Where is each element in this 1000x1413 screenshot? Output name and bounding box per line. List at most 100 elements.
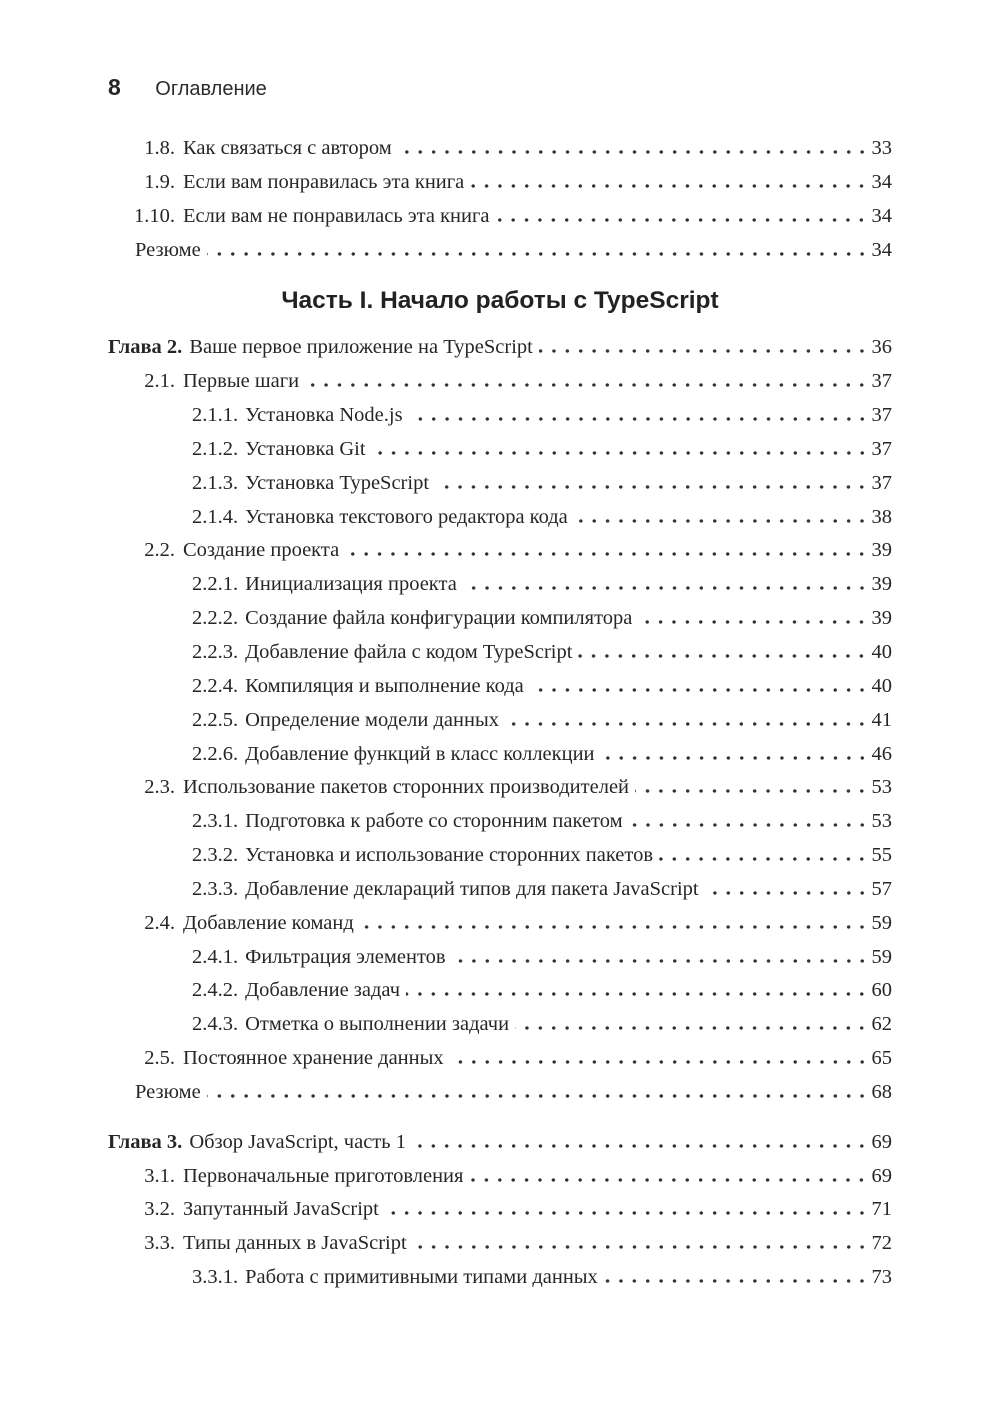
toc-entry: 2.2.1. Инициализация проекта 39 — [108, 573, 892, 607]
dot-leader — [495, 217, 869, 222]
toc-list: 1.8. Как связаться с автором 33 1.9. Если ва… — [108, 137, 892, 1300]
toc-entry-page: 34 — [871, 170, 893, 193]
toc-entry: 2.1.4. Установка текстового редактора код… — [108, 506, 892, 540]
toc-entry: 2.1. Первые шаги 37 — [108, 370, 892, 404]
dot-leader — [206, 1093, 869, 1098]
toc-entry-number: 2.1. — [144, 370, 175, 393]
dot-leader — [451, 958, 869, 963]
toc-entry-page: 46 — [871, 742, 893, 765]
dot-leader — [469, 1177, 869, 1182]
dot-leader — [371, 450, 869, 455]
toc-entry: 2.4.3. Отметка о выполнении задачи 62 — [108, 1013, 892, 1047]
toc-entry-title: Компиляция и выполнение кода — [245, 674, 524, 697]
toc-entry: 1.10. Если вам не понравилась эта книга 34 — [108, 205, 892, 239]
toc-entry-number: 2.1.3. — [192, 471, 239, 494]
toc-entry-number: 2.3.3. — [192, 877, 239, 900]
toc-entry: 3.2. Запутанный JavaScript 71 — [108, 1198, 892, 1232]
part-heading: Часть I. Начало работы с TypeScript — [281, 287, 719, 315]
toc-entry: 2.2. Создание проекта 39 — [108, 539, 892, 573]
toc-entry: 2.5. Постоянное хранение данных 65 — [108, 1047, 892, 1081]
toc-entry-page: 37 — [871, 404, 893, 427]
toc-entry-number: 2.3.1. — [192, 810, 239, 833]
toc-entry-number: 2.1.4. — [192, 505, 239, 528]
dot-leader — [515, 1026, 869, 1031]
toc-entry-page: 39 — [871, 539, 893, 562]
toc-entry-title: Резюме — [135, 238, 201, 261]
toc-entry-title: Добавление функций в класс коллекции — [245, 742, 595, 765]
toc-entry-title: Резюме — [135, 1080, 201, 1103]
toc-entry: 2.1.3. Установка TypeScript 37 — [108, 472, 892, 506]
toc-entry-number: 2.2.2. — [192, 607, 239, 630]
toc-entry: 2.2.3. Добавление файла с кодом TypeScrip… — [108, 641, 892, 675]
toc-entry: 2.2.5. Определение модели данных 41 — [108, 709, 892, 743]
toc-entry-number: 2.4.2. — [192, 979, 239, 1002]
dot-leader — [659, 857, 869, 862]
toc-entry: 2.3. Использование пакетов сторонних прои… — [108, 776, 892, 810]
toc-entry: 2.4.1. Фильтрация элементов 59 — [108, 946, 892, 980]
toc-entry-number: 3.3. — [144, 1232, 175, 1255]
running-head-title: Оглавление — [155, 78, 267, 100]
dot-leader — [578, 653, 869, 658]
toc-entry: 2.3.1. Подготовка к работе со сторонним п… — [108, 810, 892, 844]
toc-entry-number: 2.2.5. — [192, 708, 239, 731]
toc-entry: 2.3.2. Установка и использование сторонни… — [108, 844, 892, 878]
toc-entry-number: 2.1.1. — [192, 404, 239, 427]
toc-entry: 3.1. Первоначальные приготовления 69 — [108, 1165, 892, 1199]
toc-entry-page: 40 — [871, 640, 893, 663]
toc-entry-title: Первые шаги — [183, 370, 300, 393]
dot-leader — [603, 1279, 869, 1284]
toc-entry: 1.9. Если вам понравилась эта книга 34 — [108, 171, 892, 205]
toc-entry: 2.4. Добавление команд 59 — [108, 912, 892, 946]
toc-entry-number: 2.5. — [144, 1047, 175, 1070]
toc-entry-title: Использование пакетов сторонних производ… — [183, 776, 630, 799]
toc-entry-page: 33 — [871, 137, 893, 159]
dot-leader — [529, 687, 869, 692]
toc-entry-page: 60 — [871, 979, 893, 1002]
dot-leader — [573, 518, 869, 523]
toc-entry: Резюме 34 — [108, 239, 892, 273]
dot-leader — [704, 890, 869, 895]
dot-leader — [345, 552, 869, 557]
toc-entry-title: Запутанный JavaScript — [183, 1198, 379, 1221]
toc-entry-title: Добавление команд — [183, 911, 354, 934]
toc-entry-title: Работа с примитивными типами данных — [245, 1266, 598, 1289]
toc-entry-page: 72 — [871, 1232, 893, 1255]
toc-entry-number: 2.2.3. — [192, 640, 239, 663]
toc-entry-page: 39 — [871, 573, 893, 596]
dot-leader — [406, 992, 869, 997]
toc-entry-page: 37 — [871, 471, 893, 494]
toc-entry-number: 2.3. — [144, 776, 175, 799]
toc-entry-title: Обзор JavaScript, часть 1 — [189, 1130, 406, 1153]
dot-leader — [538, 349, 869, 354]
dot-leader — [397, 150, 869, 154]
toc-entry-title: Как связаться с автором — [183, 137, 392, 159]
dot-leader — [600, 755, 869, 760]
toc-entry: 2.3.3. Добавление деклараций типов для па… — [108, 878, 892, 912]
dot-leader — [412, 1245, 869, 1250]
toc-entry-number: 3.2. — [144, 1198, 175, 1221]
toc-entry: Глава 2. Ваше первое приложение на TypeSc… — [108, 336, 892, 370]
toc-entry-number: 2.2. — [144, 539, 175, 562]
toc-entry: 2.1.1. Установка Node.js 37 — [108, 404, 892, 438]
toc-entry-page: 59 — [871, 911, 893, 934]
toc-entry-page: 40 — [871, 674, 893, 697]
page-number: 8 — [108, 74, 122, 100]
toc-entry-number: 1.10. — [134, 204, 175, 227]
toc-entry-title: Если вам понравилась эта книга — [183, 170, 465, 193]
toc-entry-title: Подготовка к работе со сторонним пакетом — [245, 810, 623, 833]
toc-entry-title: Инициализация проекта — [245, 573, 457, 596]
toc-entry-page: 73 — [871, 1266, 893, 1289]
toc-entry: 2.2.2. Создание файла конфигурации компил… — [108, 607, 892, 641]
toc-entry-page: 55 — [871, 844, 893, 867]
toc-entry-page: 37 — [871, 370, 893, 393]
toc-entry: Глава 3. Обзор JavaScript, часть 1 69 — [108, 1131, 892, 1165]
toc-entry-page: 71 — [871, 1198, 893, 1221]
toc-entry-number: 2.4.3. — [192, 1013, 239, 1036]
toc-entry-page: 62 — [871, 1013, 893, 1036]
toc-entry-page: 38 — [871, 505, 893, 528]
toc-entry-title: Установка текстового редактора кода — [245, 505, 568, 528]
dot-leader — [435, 484, 869, 489]
toc-entry-title: Фильтрация элементов — [245, 945, 446, 968]
toc-entry: 3.3. Типы данных в JavaScript 72 — [108, 1232, 892, 1266]
